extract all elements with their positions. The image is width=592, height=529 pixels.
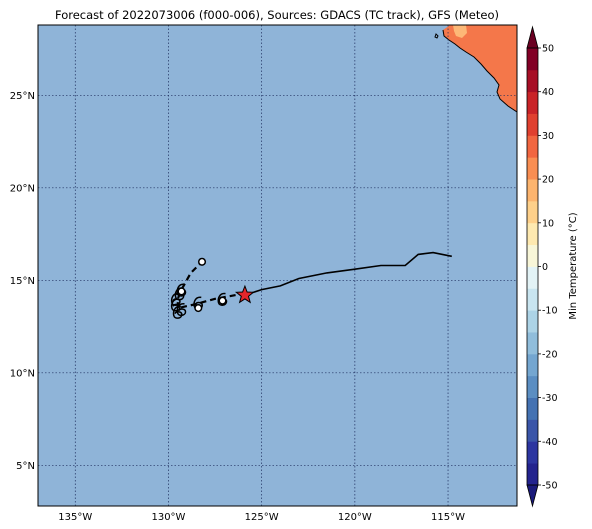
colorbar-bands [526,25,539,508]
colorbar-band [527,244,538,267]
longitude-tick-label: 120°W [338,512,372,523]
track-position-marker [218,296,227,305]
colorbar-tick-label: 30 [542,131,554,142]
map-panel: 135°W 130°W 125°W 120°W 115°W 5°N 10°N 15°N 20°… [10,24,518,523]
current-position-star [234,284,255,304]
graticule [38,25,517,506]
storm-track-layer [170,251,452,319]
colorbar-band [527,375,538,398]
map-frame [37,24,518,507]
colorbar-band [527,69,538,93]
colorbar-tick-label: 40 [542,87,554,98]
longitude-tick-label: 135°W [58,512,92,523]
ocean-background [38,25,517,506]
track-position-marker [197,257,207,266]
figure-title: Forecast of 2022073006 (f000-006), Sourc… [55,8,499,22]
colorbar-band [527,200,538,224]
colorbar-tick-label: -20 [542,349,558,360]
colorbar-band [527,463,538,486]
track-position-marker [177,287,186,296]
colorbar-tick-label: 50 [542,44,554,55]
coastline [442,29,517,113]
colorbar-band [527,179,538,202]
colorbar-band [527,157,538,180]
colorbar-band [527,113,538,136]
past-track-line [244,251,452,296]
colorbar-band [527,397,538,420]
colorbar-tick-label: -30 [542,393,558,404]
tropical-storm-symbol [172,305,183,319]
colorbar-tick-label: 20 [542,175,554,186]
latitude-tick-label: 15°N [10,276,35,287]
colorbar-ticks: -50 -40 -30 -20 -10 0 10 20 30 40 50 [538,44,558,492]
colorbar-band [527,441,538,464]
colorbar-tick-label: 10 [542,218,554,229]
longitude-labels: 135°W 130°W 125°W 120°W 115°W [58,512,465,523]
latitude-tick-label: 10°N [10,368,35,379]
land-mass-mainland [443,25,517,112]
colorbar: -50 -40 -30 -20 -10 0 10 20 30 40 50 Min Temperatu… [526,25,579,508]
longitude-tick-label: 115°W [431,512,465,523]
colorbar-band [527,135,538,158]
island-guadalupe [434,33,439,39]
colorbar-tick-label: -40 [542,437,558,448]
colorbar-tick-label: -10 [542,306,558,317]
forecast-track-branch [176,261,203,309]
colorbar-band [527,332,538,355]
colorbar-band [527,222,538,246]
colorbar-band [527,266,538,289]
colorbar-band [527,419,538,442]
forecast-track-line [177,294,236,310]
latitude-tick-label: 5°N [16,461,35,472]
longitude-tick-label: 125°W [245,512,279,523]
latitude-labels: 5°N 10°N 15°N 20°N 25°N [10,91,35,472]
colorbar-band [527,353,538,377]
colorbar-over-extension [526,25,539,49]
baja-california-land [434,25,517,113]
colorbar-tick-label: 0 [542,262,548,273]
colorbar-tick-label: -50 [542,481,558,492]
colorbar-band [527,288,538,311]
colorbar-band [527,310,538,333]
colorbar-label: Min Temperature (°C) [568,212,579,319]
latitude-tick-label: 25°N [10,91,35,102]
latitude-tick-label: 20°N [10,183,35,194]
colorbar-under-extension [526,484,539,508]
colorbar-band [527,91,538,114]
colorbar-band [527,48,538,71]
longitude-tick-label: 130°W [151,512,185,523]
track-position-marker [194,304,203,313]
land-warm-inland [453,25,467,38]
